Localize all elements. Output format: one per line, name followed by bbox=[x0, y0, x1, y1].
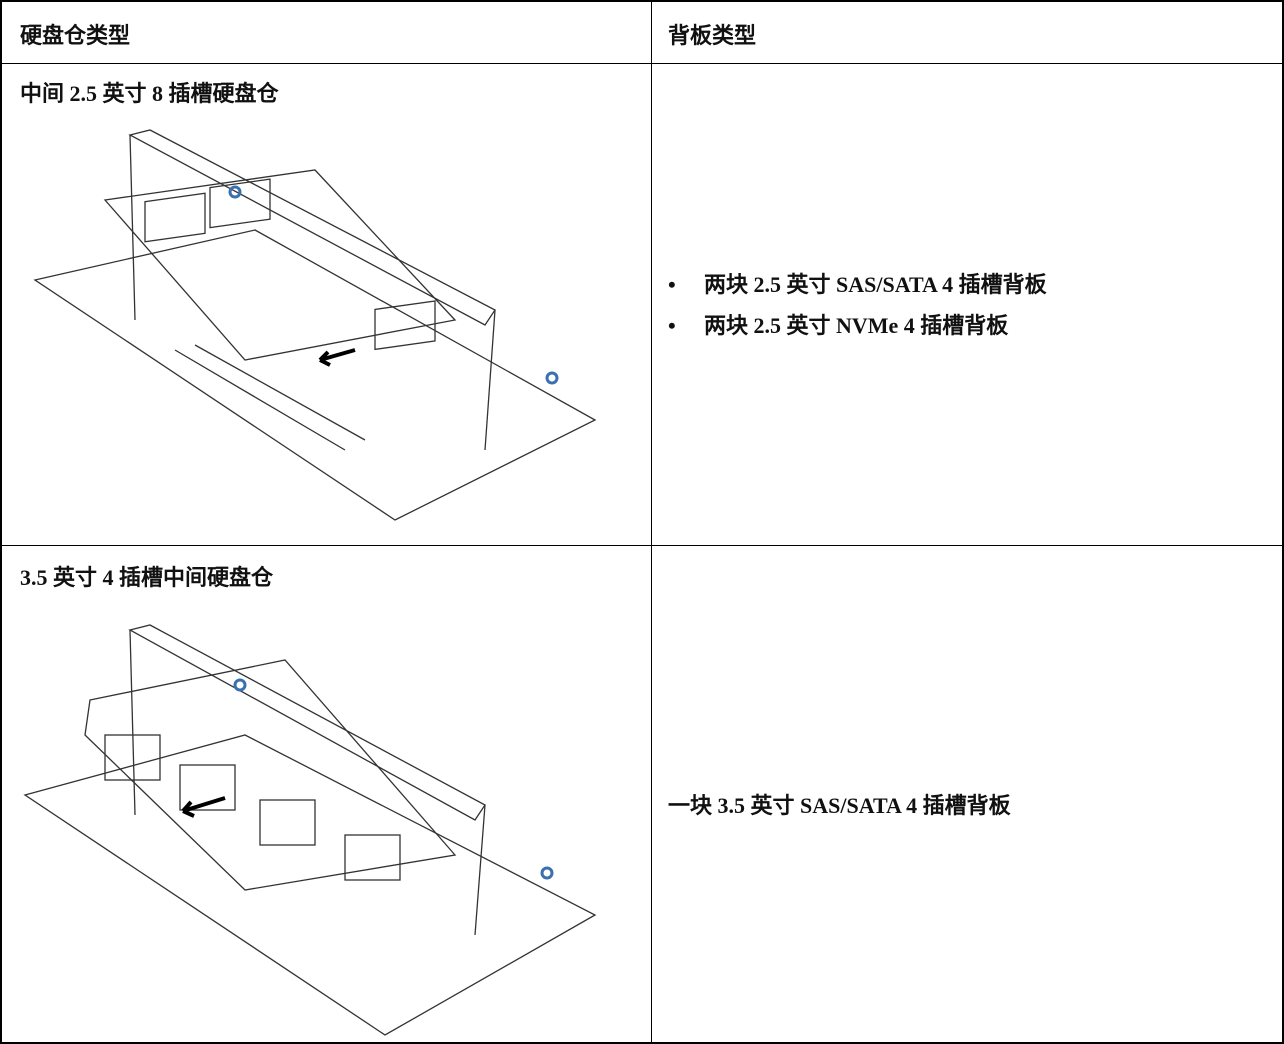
table-cell bbox=[651, 545, 1284, 1044]
header-text: 背板类型 bbox=[668, 23, 757, 48]
cell-text: 一块 3.5 英寸 SAS/SATA 4 插槽背板 bbox=[668, 793, 1011, 818]
drive-cage-illustration bbox=[23, 624, 597, 1036]
list-item: 两块 2.5 英寸 NVMe 4 插槽背板 bbox=[668, 305, 1047, 346]
header-text: 硬盘仓类型 bbox=[20, 23, 131, 48]
list-item: 两块 2.5 英寸 SAS/SATA 4 插槽背板 bbox=[668, 264, 1047, 305]
cell-text: 中间 2.5 英寸 8 插槽硬盘仓 bbox=[20, 81, 279, 106]
cell-text: 3.5 英寸 4 插槽中间硬盘仓 bbox=[20, 565, 274, 590]
bullet-list: 两块 2.5 英寸 SAS/SATA 4 插槽背板 两块 2.5 英寸 NVMe… bbox=[656, 264, 1047, 346]
drive-cage-illustration bbox=[33, 129, 597, 521]
